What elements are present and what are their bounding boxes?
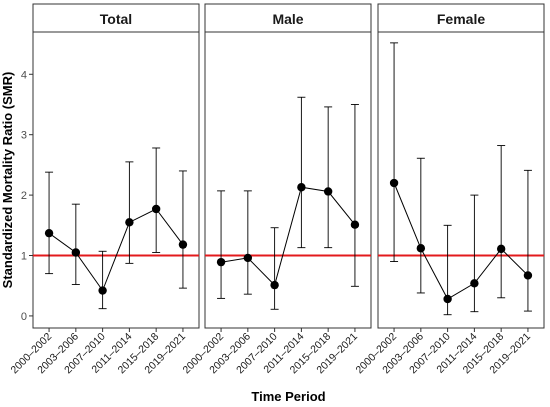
series-line [221,186,356,287]
series-line [48,208,184,292]
error-bar [270,227,279,310]
data-point [44,228,54,238]
data-point [178,240,188,249]
error-bar [152,147,161,253]
panel-total: Total2000–20022003–20062007–20102011–201… [9,3,200,376]
error-bar [217,190,226,299]
error-bar [416,157,425,294]
error-bar [523,169,532,312]
panel-frame [32,31,200,329]
error-bar [297,96,306,249]
error-bar [45,171,54,275]
panel-female: Female2000–20022003–20062007–20102011–20… [354,3,545,376]
y-tick-label: 3 [21,130,27,142]
panel-strip [204,3,372,33]
data-point [496,244,506,254]
data-point [470,279,479,288]
y-axis: 0 1 2 3 4 [21,69,33,323]
panel-male: Male2000–20022003–20062007–20102011–2014… [181,3,372,376]
x-axis-title: Time Period [251,389,325,404]
data-point [297,183,306,192]
panel-frame [204,31,372,329]
series-line [393,182,529,300]
y-tick-label: 0 [21,311,27,323]
panel-title: Total [100,11,132,27]
error-bar [470,194,479,313]
error-bar [497,145,506,299]
y-tick-label: 1 [21,251,27,263]
panel-title: Male [272,11,303,27]
panel-frame [377,31,545,329]
data-point [523,271,533,280]
y-tick-label: 4 [21,69,27,81]
data-point [443,294,452,304]
error-bar [71,203,80,285]
error-bar [98,250,107,310]
data-point [416,244,426,253]
data-point [151,204,161,214]
error-bar [243,190,252,295]
data-point [71,248,81,257]
panel-title: Female [437,11,485,27]
data-point [389,178,399,188]
error-bar [350,104,359,287]
panel-strip [32,3,200,33]
error-bar [178,170,187,289]
data-point [350,220,360,229]
data-point [270,280,279,290]
data-point [125,218,134,227]
error-bar [390,42,399,263]
data-point [323,187,333,196]
data-point [98,286,107,295]
y-axis-title: Standardized Mortality Ratio (SMR) [0,72,15,289]
panels-layer: Total2000–20022003–20062007–20102011–201… [9,3,545,376]
error-bar [324,106,333,249]
data-point [243,253,253,263]
error-bar [125,161,134,264]
data-point [216,257,226,267]
panel-strip [377,3,545,33]
y-tick-label: 2 [21,190,27,202]
